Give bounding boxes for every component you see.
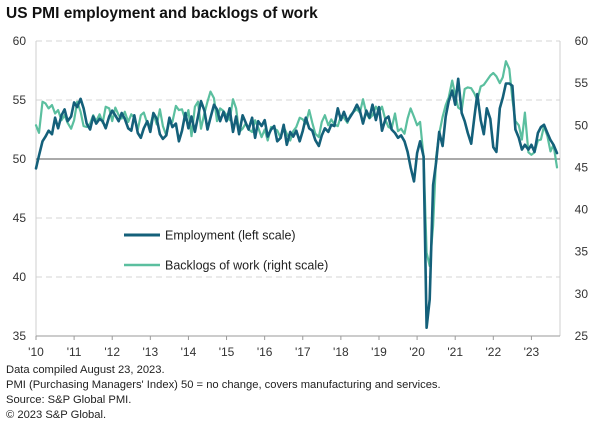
legend-backlogs-label: Backlogs of work (right scale)	[165, 259, 328, 273]
x-axis-ticks: '10 '11 '12 '13 '14 '15 '16 '17 '18 '19 '20 '21 '22 '…	[28, 336, 540, 359]
x-tick-label-11: '21	[447, 345, 463, 359]
x-tick-label-12: '22	[485, 345, 501, 359]
x-tick-label-9: '19	[371, 345, 387, 359]
x-tick-label-0: '10	[28, 345, 44, 359]
right-tick-35: 35	[575, 245, 589, 259]
x-tick-label-8: '18	[333, 345, 349, 359]
left-axis-ticks: 35 40 45 50 55 60	[13, 34, 27, 343]
right-tick-40: 40	[575, 203, 589, 217]
legend: Employment (left scale) Backlogs of work …	[124, 229, 328, 273]
footnote-copyright: © 2023 S&P Global.	[6, 409, 107, 421]
x-tick-label-5: '15	[219, 345, 235, 359]
right-tick-25: 25	[575, 329, 589, 343]
x-tick-label-4: '14	[181, 345, 197, 359]
chart-title: US PMI employment and backlogs of work	[6, 5, 318, 22]
footnote-data-compiled: Data compiled August 23, 2023.	[6, 364, 165, 376]
left-tick-55: 55	[13, 93, 27, 107]
footnotes: Data compiled August 23, 2023. PMI (Purc…	[6, 363, 441, 423]
left-tick-35: 35	[13, 329, 27, 343]
backlogs-line	[34, 60, 559, 268]
right-tick-60: 60	[575, 34, 589, 48]
right-tick-50: 50	[575, 118, 589, 132]
right-axis-ticks: 25 30 35 40 45 50 55 60	[575, 34, 589, 343]
legend-employment-label: Employment (left scale)	[165, 229, 296, 243]
x-tick-label-1: '11	[67, 345, 82, 359]
x-tick-label-7: '17	[295, 345, 311, 359]
right-tick-45: 45	[575, 160, 589, 174]
right-tick-55: 55	[575, 76, 589, 90]
right-tick-30: 30	[575, 287, 589, 301]
gridlines	[35, 40, 561, 337]
left-tick-40: 40	[13, 270, 27, 284]
left-tick-50: 50	[13, 152, 27, 166]
left-tick-45: 45	[13, 211, 27, 225]
series-lines	[34, 60, 559, 329]
x-tick-label-6: '16	[257, 345, 273, 359]
employment-line	[34, 77, 559, 329]
footnote-pmi-definition: PMI (Purchasing Managers' Index) 50 = no…	[6, 379, 441, 391]
x-tick-label-10: '20	[409, 345, 425, 359]
left-tick-60: 60	[13, 34, 27, 48]
x-tick-label-3: '13	[143, 345, 159, 359]
x-tick-label-13: '23	[524, 345, 540, 359]
x-tick-label-2: '12	[104, 345, 120, 359]
footnote-source: Source: S&P Global PMI.	[6, 394, 132, 406]
